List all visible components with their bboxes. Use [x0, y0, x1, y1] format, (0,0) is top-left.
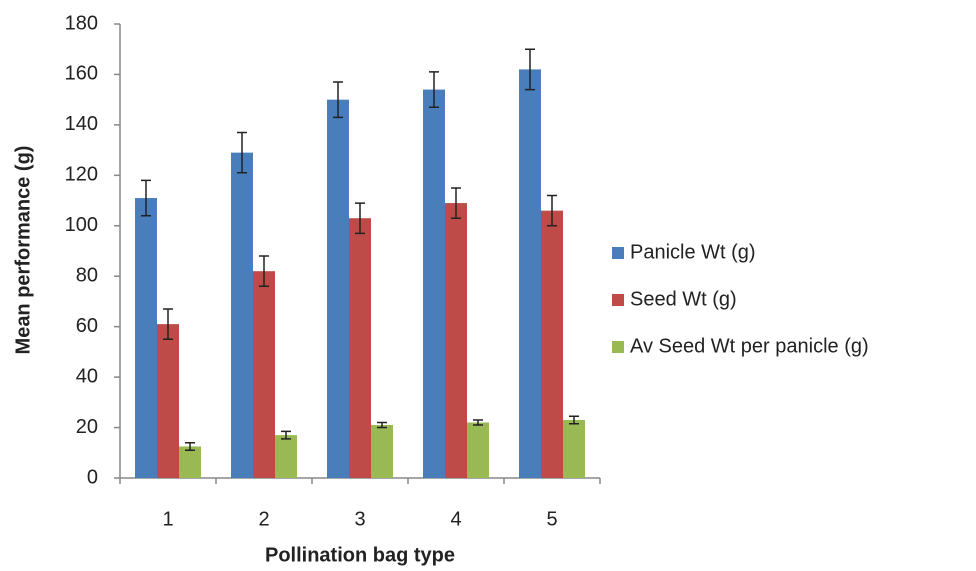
- y-tick-label: 180: [65, 12, 98, 34]
- error-bar: [547, 194, 557, 227]
- error-bar: [473, 419, 483, 426]
- y-tick-label: 40: [76, 365, 98, 387]
- y-tick-label: 0: [87, 466, 98, 488]
- error-bar: [333, 81, 343, 119]
- y-tick-label: 20: [76, 416, 98, 438]
- bar: [349, 218, 371, 478]
- x-tick-label: 4: [450, 508, 461, 530]
- error-bar: [141, 179, 151, 217]
- error-bar: [569, 415, 579, 425]
- y-axis-title: Mean performance (g): [12, 146, 34, 355]
- error-bar: [259, 255, 269, 288]
- x-tick-label: 5: [546, 508, 557, 530]
- bar: [445, 203, 467, 479]
- error-bar: [185, 441, 195, 452]
- x-tick-label: 3: [354, 508, 365, 530]
- bar: [231, 152, 253, 478]
- y-tick-label: 140: [65, 113, 98, 135]
- y-tick-label: 80: [76, 265, 98, 287]
- legend-label: Panicle Wt (g): [630, 241, 756, 263]
- error-bar: [429, 71, 439, 108]
- error-bar: [281, 430, 291, 440]
- bar: [563, 419, 585, 478]
- x-axis-title: Pollination bag type: [265, 544, 455, 566]
- bar: [135, 198, 157, 479]
- legend-swatch: [612, 294, 624, 306]
- legend-label: Seed Wt (g): [630, 288, 737, 310]
- bar: [327, 99, 349, 479]
- legend-swatch: [612, 247, 624, 259]
- bar: [253, 271, 275, 478]
- error-bar: [451, 187, 461, 219]
- bar: [157, 324, 179, 478]
- y-tick-label: 120: [65, 164, 98, 186]
- error-bar: [525, 48, 535, 91]
- error-bar: [355, 202, 365, 235]
- legend-label: Av Seed Wt per panicle (g): [630, 335, 869, 357]
- bar: [179, 446, 201, 478]
- x-tick-label: 1: [162, 508, 173, 530]
- bar: [519, 69, 541, 479]
- bar: [423, 89, 445, 479]
- bar: [371, 425, 393, 478]
- y-tick-label: 160: [65, 63, 98, 85]
- error-bar: [163, 308, 173, 341]
- error-bar: [237, 131, 247, 174]
- legend-swatch: [612, 341, 624, 353]
- y-tick-label: 100: [65, 214, 98, 236]
- error-bar: [377, 421, 387, 429]
- bar: [275, 435, 297, 478]
- bar: [467, 422, 489, 478]
- bar: [541, 210, 563, 478]
- x-tick-label: 2: [258, 508, 269, 530]
- y-tick-label: 60: [76, 315, 98, 337]
